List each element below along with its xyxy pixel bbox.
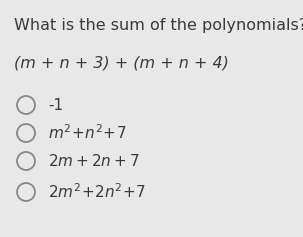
Text: $2m^2\!+\!2n^2\!+\!7$: $2m^2\!+\!2n^2\!+\!7$ — [48, 183, 146, 201]
Text: What is the sum of the polynomials?: What is the sum of the polynomials? — [14, 18, 303, 33]
Text: $2m+2n+7$: $2m+2n+7$ — [48, 153, 139, 169]
Text: -1: -1 — [48, 97, 63, 113]
Text: $m^2\!+\!n^2\!+\!7$: $m^2\!+\!n^2\!+\!7$ — [48, 124, 126, 142]
Text: (m + n + 3) + (m + n + 4): (m + n + 3) + (m + n + 4) — [14, 55, 229, 70]
